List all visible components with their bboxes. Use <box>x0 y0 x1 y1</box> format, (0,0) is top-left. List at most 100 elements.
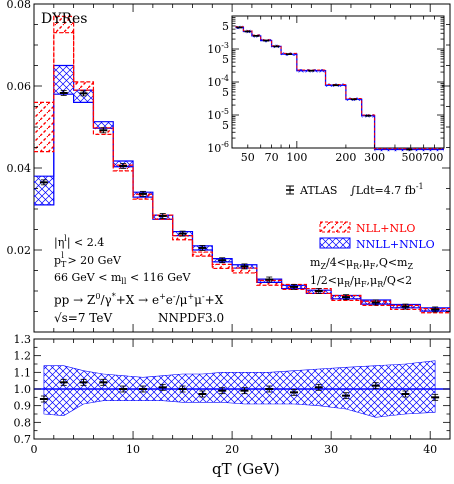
inset-x-tick-label: 70 <box>265 151 279 164</box>
lumi-label: ∫Ldt=4.7 fb-1 <box>350 182 424 197</box>
inset-lines <box>235 25 444 152</box>
atlas-point <box>79 90 88 97</box>
inset-frame <box>231 15 445 149</box>
atlas-legend: ATLAS ∫Ldt=4.7 fb-1 <box>286 182 424 197</box>
atlas-point <box>431 306 440 313</box>
nll-label: NLL+NLO <box>356 222 415 235</box>
nll-band-bin <box>34 102 54 152</box>
ratio-y-tick-label: 0.8 <box>14 416 32 429</box>
atlas-point <box>158 213 167 219</box>
inset-y-minor-label: 5 <box>222 119 229 132</box>
pdf-label: NNPDF3.0 <box>158 311 224 325</box>
inset-y-tick-label: 10-6 <box>207 140 229 155</box>
x-tick-label: 10 <box>126 443 140 456</box>
x-tick-label: 30 <box>324 443 338 456</box>
inset-panel: 5 5 5 5 10-6 10-5 10-4 10-3 50 70 100 200 300 500700 <box>207 15 445 164</box>
ratio-points <box>39 378 440 403</box>
ratio-y-tick-label: 0.9 <box>14 400 32 413</box>
ratio-point <box>431 393 440 401</box>
nll-band-bin <box>53 16 74 33</box>
inset-x-tick-label: 500700 <box>401 151 443 164</box>
nll-line <box>34 32 450 314</box>
pt-cut: pTl > 20 GeV <box>54 251 122 269</box>
ratio-point <box>158 383 167 391</box>
ratio-ticks: 0.7 0.8 0.9 1.0 1.1 1.2 1.3 0 10 20 30 40 <box>14 333 451 456</box>
inset-y-minor-label: 5 <box>222 53 229 66</box>
atlas-point <box>39 179 48 186</box>
nnll-label: NNLL+NNLO <box>356 238 435 251</box>
ratio-point <box>79 378 88 386</box>
ratio-point <box>138 385 147 393</box>
ratio-y-tick-label: 1.2 <box>14 350 32 363</box>
ratio-point <box>178 385 187 393</box>
chart-title: DYRes <box>41 11 87 27</box>
y-tick-label: 0.04 <box>7 162 32 175</box>
ratio-point <box>119 385 128 393</box>
atlas-point <box>290 283 298 290</box>
atlas-point <box>342 294 350 301</box>
ratio-band <box>34 360 450 418</box>
x-tick-label: 0 <box>31 443 38 456</box>
ratio-point <box>265 385 274 393</box>
main-panel: 0.02 0.04 0.06 0.08 DYRes 5 5 5 5 10-6 10-5 10-4 1… <box>7 0 451 333</box>
inset-ticks: 5 5 5 5 10-6 10-5 10-4 10-3 50 70 100 200 300 500700 <box>207 15 445 164</box>
ratio-point <box>314 383 323 391</box>
ratio-point <box>371 382 380 390</box>
nll-band-bin <box>192 252 213 257</box>
atlas-point <box>218 257 227 264</box>
main-points <box>39 90 440 313</box>
atlas-point <box>119 163 128 169</box>
inset-y-tick-label: 10-3 <box>207 41 229 56</box>
inset-x-tick-label: 300 <box>364 151 385 164</box>
ratio-point <box>240 387 249 395</box>
atlas-point <box>371 299 380 306</box>
inset-points <box>236 26 413 151</box>
nll-swatch <box>319 221 351 233</box>
ratio-point <box>290 388 298 396</box>
ratio-y-tick-label: 0.7 <box>14 433 32 446</box>
nnll-band-bin <box>93 121 114 129</box>
energy-label: √s=7 TeV <box>54 311 112 325</box>
ratio-y-tick-label: 1.0 <box>14 383 32 396</box>
ratio-point <box>401 390 410 398</box>
nnll-swatch <box>319 237 351 249</box>
scale-range-1: mZ/4<μR,μF,Q<mZ <box>310 256 414 271</box>
nnll-band-bin <box>34 176 54 205</box>
ratio-point <box>198 390 207 398</box>
inset-y-tick-label: 10-4 <box>207 74 229 89</box>
ratio-y-tick-label: 1.3 <box>14 333 32 346</box>
inset-nll-line <box>235 26 444 150</box>
inset-x-tick-label: 200 <box>335 151 356 164</box>
y-tick-label: 0.06 <box>7 80 32 93</box>
nll-band-bin <box>73 81 94 91</box>
nll-band-bin <box>172 235 193 240</box>
ratio-point <box>59 378 68 386</box>
y-tick-label: 0.02 <box>7 244 32 257</box>
atlas-point <box>240 263 249 270</box>
atlas-point <box>178 230 187 237</box>
atlas-point <box>99 127 108 134</box>
atlas-label: ATLAS <box>299 184 337 197</box>
ratio-point <box>218 387 227 395</box>
ratio-point <box>99 378 108 386</box>
x-axis-label: qT (GeV) <box>212 460 280 478</box>
atlas-point <box>138 190 147 197</box>
atlas-point <box>314 288 323 294</box>
inset-x-tick-label: 100 <box>286 151 307 164</box>
inset-y-tick-label: 10-5 <box>207 107 229 122</box>
atlas-point <box>198 245 207 251</box>
nnll-band-bin <box>53 65 74 95</box>
atlas-point <box>265 276 274 283</box>
ratio-y-tick-label: 1.1 <box>14 366 32 379</box>
main-lines <box>34 15 450 314</box>
scale-range-2: 1/2<μR/μF,μR/Q<2 <box>310 274 412 289</box>
model-legend: NLL+NLO NNLL+NNLO <box>319 221 435 251</box>
inset-y-minor-label: 5 <box>222 20 229 33</box>
y-tick-label: 0.08 <box>7 0 32 11</box>
mass-cut: 66 GeV < mll < 116 GeV <box>54 271 191 286</box>
nll-band-bin <box>212 264 233 269</box>
process-label: pp → Z0/γ*+X → e+e-/μ+μ-+X <box>54 292 224 307</box>
ratio-point <box>342 392 350 400</box>
main-ticks: 0.02 0.04 0.06 0.08 <box>7 0 451 333</box>
